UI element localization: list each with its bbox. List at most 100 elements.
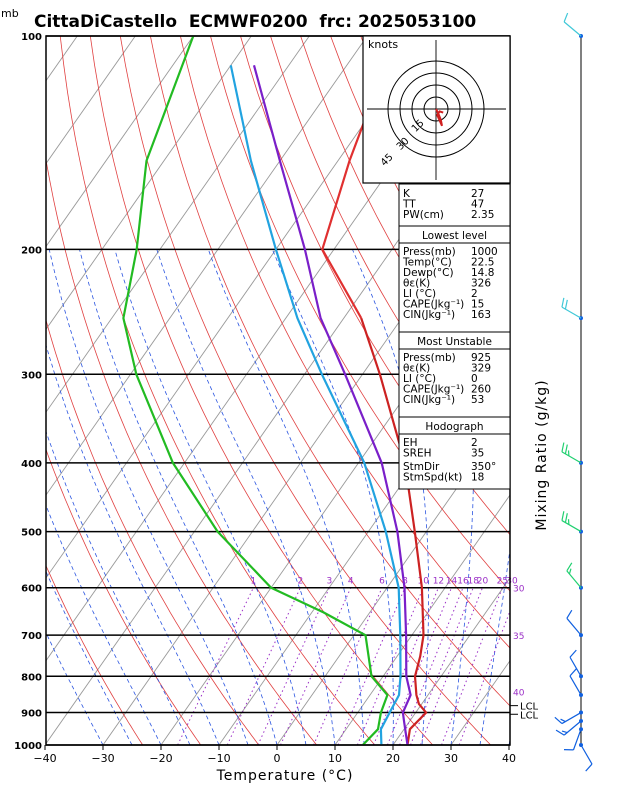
moist-adiabat <box>46 570 133 745</box>
x-tick-label: 30 <box>444 752 458 765</box>
right-temp-label: 35 <box>513 632 524 642</box>
panel-label: Temp(°C) <box>402 257 452 269</box>
isotherm-line <box>46 36 252 331</box>
dry-adiabat <box>46 448 202 745</box>
wind-barb-staff <box>563 21 582 37</box>
isotherm-line <box>392 577 510 745</box>
panel-value: 18 <box>471 472 484 484</box>
hodograph-trace <box>435 108 444 127</box>
mixing-ratio-label: 2 <box>297 577 303 587</box>
profile-dewpoint <box>122 36 389 745</box>
panel-label: TT <box>402 199 416 211</box>
moist-adiabat <box>46 343 220 745</box>
wind-barb-staff <box>561 451 582 464</box>
lcl-label: LCL <box>520 702 539 713</box>
pressure-tick-label: 300 <box>21 370 42 381</box>
dry-adiabat <box>541 36 618 745</box>
isotherm-line <box>46 36 136 165</box>
panel-label: Press(mb) <box>403 352 456 364</box>
pressure-tick-label: 600 <box>21 584 42 595</box>
wind-barb-feather <box>585 763 593 772</box>
mixing-ratio-label: 25 <box>497 577 508 587</box>
pressure-tick-label: 400 <box>21 459 42 470</box>
dry-adiabat <box>180 36 510 649</box>
mixing-ratio-line <box>399 587 464 745</box>
wind-barb-feather <box>563 12 569 23</box>
panel-label: PW(cm) <box>403 209 444 221</box>
panel-label: LI (°C) <box>403 373 436 385</box>
panel-box <box>398 225 511 333</box>
panel-label: CIN(Jkg⁻¹) <box>403 394 455 406</box>
panel-value: 1000 <box>471 246 498 258</box>
moist-adiabat <box>79 249 278 745</box>
pressure-tick-label: 900 <box>21 709 42 720</box>
mixing-ratio-line <box>458 609 510 745</box>
panel-label: Press(mb) <box>403 246 456 258</box>
dry-adiabat <box>150 36 510 707</box>
panel-value: 350° <box>471 461 496 473</box>
mixing-ratio-label: 14 <box>446 577 458 587</box>
panel-value: 15 <box>471 299 484 311</box>
mixing-ratio-line <box>177 587 254 745</box>
isotherm-line <box>508 742 510 745</box>
wind-barb-feather <box>566 609 573 619</box>
mixing-ratio-label: 30 <box>506 577 518 587</box>
moist-adiabat <box>46 430 191 745</box>
wind-barb-staff <box>561 520 582 533</box>
pressure-tick-label: 500 <box>21 528 42 539</box>
x-tick-label: −30 <box>91 752 114 765</box>
hodograph-title: knots <box>368 38 398 51</box>
wind-barb-feather <box>564 444 568 454</box>
mixing-ratio-line <box>419 587 483 745</box>
mixing-ratio-label: 10 <box>417 577 429 587</box>
stats-panel: K 27 TT 47 PW(cm) 2.35 Lowest level Press(mb) 10… <box>398 183 511 490</box>
panel-label: StmDir <box>403 461 440 473</box>
dry-adiabat <box>46 564 144 745</box>
wind-barb-feather <box>554 716 563 725</box>
isotherm-line <box>0 36 19 745</box>
wind-barb-staff <box>569 675 582 696</box>
dry-adiabat <box>210 36 510 592</box>
panel-value: 47 <box>471 199 484 211</box>
dry-adiabat <box>511 36 618 745</box>
mixing-ratio-label: 6 <box>379 577 385 587</box>
x-tick-label: 20 <box>386 752 400 765</box>
panel-value: 27 <box>471 188 484 200</box>
wind-barb-staff <box>561 306 582 319</box>
isotherm-line <box>46 36 194 248</box>
wind-barb-feather <box>564 299 568 310</box>
x-tick-label: −20 <box>149 752 172 765</box>
mixing-ratio-line <box>226 587 301 745</box>
pressure-tick-label: 1000 <box>14 741 42 752</box>
isotherm-line <box>276 411 510 745</box>
panel-box <box>398 183 511 227</box>
panel-value: 2 <box>471 288 478 300</box>
panel-label: SREH <box>403 448 432 460</box>
panel-value: 53 <box>471 394 484 406</box>
moist-adiabat <box>114 249 307 745</box>
pressure-tick-label: 800 <box>21 672 42 683</box>
isotherm-line <box>46 36 310 413</box>
isotherm-line <box>334 494 510 745</box>
dry-adiabat <box>46 157 318 745</box>
isotherm-line <box>46 36 426 579</box>
dry-adiabat <box>46 318 260 745</box>
mixing-ratio-label: 18 <box>467 577 479 587</box>
wind-barb-feather <box>569 668 577 677</box>
right-temp-label: 30 <box>513 585 525 595</box>
dry-adiabat <box>59 36 376 745</box>
panel-label: K <box>403 188 411 200</box>
pressure-tick-label: 200 <box>21 245 42 256</box>
pressure-tick-label: 700 <box>21 631 42 642</box>
wind-barb-staff <box>566 617 582 636</box>
mixing-ratio-label: 16 <box>457 577 469 587</box>
dry-adiabat <box>270 36 510 480</box>
moist-adiabat <box>46 504 162 745</box>
panel-label: EH <box>403 437 418 449</box>
profile-wet-bulb <box>229 65 402 745</box>
wind-barb-feather <box>561 442 565 452</box>
profile-parcel <box>252 65 412 745</box>
